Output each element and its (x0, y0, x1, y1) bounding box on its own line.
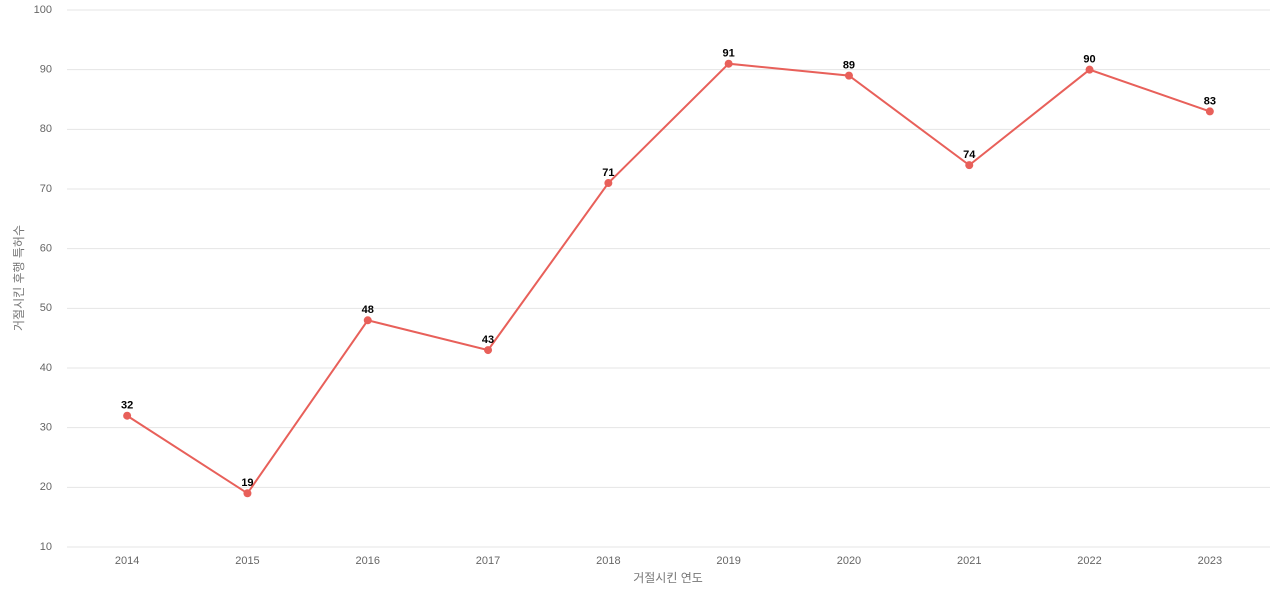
data-label: 43 (482, 334, 494, 346)
y-tick-label: 50 (40, 302, 52, 314)
point (1085, 65, 1094, 74)
y-tick-label: 40 (40, 362, 52, 374)
data-label: 83 (1204, 95, 1216, 107)
point (484, 346, 493, 355)
y-tick-label: 80 (40, 123, 52, 135)
x-tick-label: 2018 (596, 555, 620, 567)
x-axis-title: 거절시킨 연도 (633, 571, 703, 585)
point (363, 316, 372, 325)
x-tick-label: 2017 (476, 555, 500, 567)
y-axis-title: 거절시킨 후행 특허수 (11, 225, 26, 331)
x-tick-label: 2023 (1198, 555, 1222, 567)
x-tick-label: 2021 (957, 555, 981, 567)
data-label: 48 (362, 304, 374, 316)
data-label: 19 (241, 477, 253, 489)
data-label: 91 (723, 48, 735, 60)
point (724, 59, 733, 68)
x-tick-label: 2015 (235, 555, 259, 567)
x-tick-label: 2019 (716, 555, 740, 567)
y-tick-label: 30 (40, 422, 52, 434)
point (844, 71, 853, 80)
line (126, 62, 1211, 495)
x-tick-label: 2014 (115, 555, 139, 567)
point (965, 161, 974, 170)
point (604, 179, 613, 188)
y-tick-label: 90 (40, 64, 52, 76)
y-tick-label: 20 (40, 481, 52, 493)
point (123, 411, 132, 420)
data-label: 71 (602, 167, 614, 179)
y-tick-label: 100 (34, 4, 52, 16)
x-tick-label: 2020 (837, 555, 861, 567)
data-label: 90 (1083, 54, 1095, 66)
x-tick-label: 2016 (356, 555, 380, 567)
point (1205, 107, 1214, 116)
y-tick-label: 60 (40, 243, 52, 255)
y-tick-label: 70 (40, 183, 52, 195)
y-tick-label: 10 (40, 541, 52, 553)
data-label: 32 (121, 400, 133, 412)
point (243, 489, 252, 498)
data-label: 74 (963, 149, 976, 161)
x-tick-label: 2022 (1077, 555, 1101, 567)
data-label: 89 (843, 60, 855, 72)
